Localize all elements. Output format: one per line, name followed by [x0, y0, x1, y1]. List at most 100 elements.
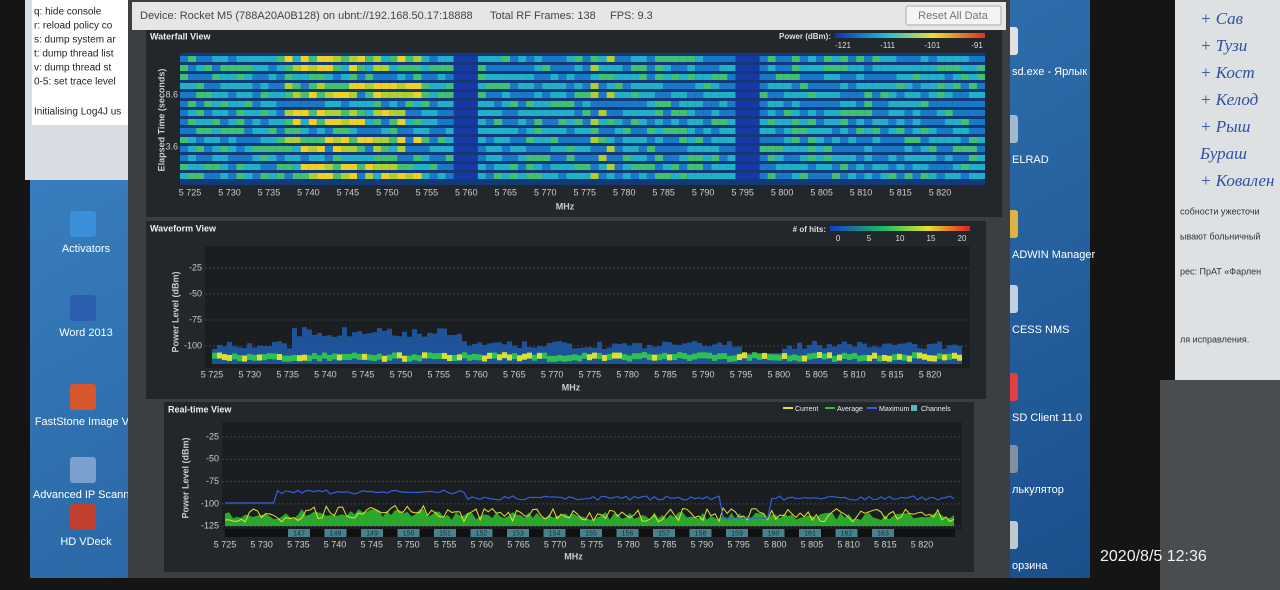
waterfall-cell: [920, 119, 929, 125]
waterfall-cell: [783, 83, 792, 89]
waterfall-cell: [679, 173, 688, 179]
waterfall-cell: [663, 146, 672, 152]
waterfall-cell: [840, 119, 849, 125]
waterfall-cell: [204, 137, 213, 143]
waterfall-cell: [751, 83, 760, 89]
waterfall-cell: [389, 173, 398, 179]
waveform-density: [792, 354, 797, 361]
waterfall-cell: [405, 146, 414, 152]
waterfall-cell: [300, 146, 309, 152]
waterfall-cell: [469, 101, 478, 107]
waterfall-cell: [856, 101, 865, 107]
waterfall-cell: [526, 83, 535, 89]
waterfall-cell: [727, 101, 736, 107]
waterfall-cell: [598, 65, 607, 71]
waterfall-cell: [638, 65, 647, 71]
waterfall-cell: [542, 101, 551, 107]
waveform-density: [932, 355, 937, 362]
waterfall-cell: [252, 101, 261, 107]
waterfall-cell: [445, 56, 454, 62]
waterfall-cell: [212, 101, 221, 107]
waveform-density: [462, 352, 467, 359]
waterfall-cell: [397, 155, 406, 161]
waterfall-cell: [534, 155, 543, 161]
waterfall-cell: [550, 56, 559, 62]
waterfall-cell: [775, 74, 784, 80]
waterfall-cell: [276, 110, 285, 116]
waterfall-cell: [453, 155, 462, 161]
waveform-density: [927, 343, 932, 364]
waterfall-cell: [743, 74, 752, 80]
waterfall-cell: [453, 173, 462, 179]
waterfall-cell: [832, 101, 841, 107]
waterfall-cell: [558, 155, 567, 161]
waveform-density: [902, 354, 907, 361]
waterfall-cell: [775, 146, 784, 152]
waterfall-cell: [654, 173, 664, 179]
waterfall-cell: [429, 137, 438, 143]
waterfall-cell: [783, 164, 792, 170]
waterfall-cell: [477, 110, 486, 116]
waterfall-cell: [429, 74, 438, 80]
waterfall-cell: [180, 65, 189, 71]
waterfall-cell: [453, 65, 462, 71]
waterfall-cell: [228, 146, 237, 152]
waveform-density: [432, 333, 437, 364]
waterfall-cell: [542, 137, 551, 143]
waterfall-cell: [743, 173, 752, 179]
reset-button-label[interactable]: Reset All Data: [918, 10, 989, 22]
waterfall-cell: [590, 137, 599, 143]
waterfall-cell: [695, 173, 704, 179]
waveform-density: [377, 353, 382, 360]
channel-box: [361, 529, 383, 537]
waterfall-cell: [622, 83, 631, 89]
waterfall-cell: [196, 137, 205, 143]
waterfall-cell: [582, 65, 591, 71]
waterfall-cell: [204, 173, 213, 179]
waveform-density: [617, 352, 622, 359]
waterfall-cell: [526, 146, 535, 152]
waterfall-cell: [598, 128, 607, 134]
waterfall-cell: [606, 56, 615, 62]
waterfall-cell: [968, 110, 977, 116]
waterfall-cell: [292, 119, 301, 125]
waterfall-cell: [526, 119, 535, 125]
x-tick-label: 5 755: [434, 539, 457, 549]
waveform-density: [902, 343, 907, 364]
waterfall-cell: [397, 173, 406, 179]
waterfall-cell: [598, 137, 607, 143]
waterfall-cell: [324, 155, 333, 161]
channel-box: [580, 529, 602, 537]
waterfall-cell: [421, 128, 430, 134]
photo-timestamp: 2020/8/5 12:36: [1100, 548, 1207, 565]
waterfall-cell: [349, 65, 358, 71]
waterfall-cell: [711, 101, 720, 107]
waveform-density: [917, 352, 922, 359]
waterfall-cell: [518, 83, 527, 89]
waveform-density: [797, 355, 802, 362]
waterfall-cell: [268, 119, 277, 125]
waterfall-cell: [397, 74, 406, 80]
toolbar: [132, 2, 1006, 30]
waterfall-cell: [292, 137, 301, 143]
waveform-density: [657, 354, 662, 361]
x-tick-label: 5 820: [911, 539, 934, 549]
waterfall-cell: [679, 92, 688, 98]
waterfall-cell: [518, 74, 527, 80]
waterfall-cell: [542, 74, 551, 80]
waterfall-cell: [349, 101, 358, 107]
waterfall-cell: [204, 146, 213, 152]
waterfall-cell: [687, 101, 696, 107]
waterfall-cell: [904, 74, 913, 80]
waterfall-cell: [920, 146, 929, 152]
waterfall-cell: [695, 128, 704, 134]
desktop-icon: [70, 457, 96, 483]
waterfall-cell: [316, 65, 325, 71]
waterfall-cell: [582, 110, 591, 116]
waterfall-cell: [469, 56, 478, 62]
waterfall-cell: [196, 164, 205, 170]
waveform-density: [812, 352, 817, 359]
waterfall-cell: [735, 65, 744, 71]
waterfall-cell: [349, 146, 358, 152]
reset-button[interactable]: [905, 5, 1002, 26]
